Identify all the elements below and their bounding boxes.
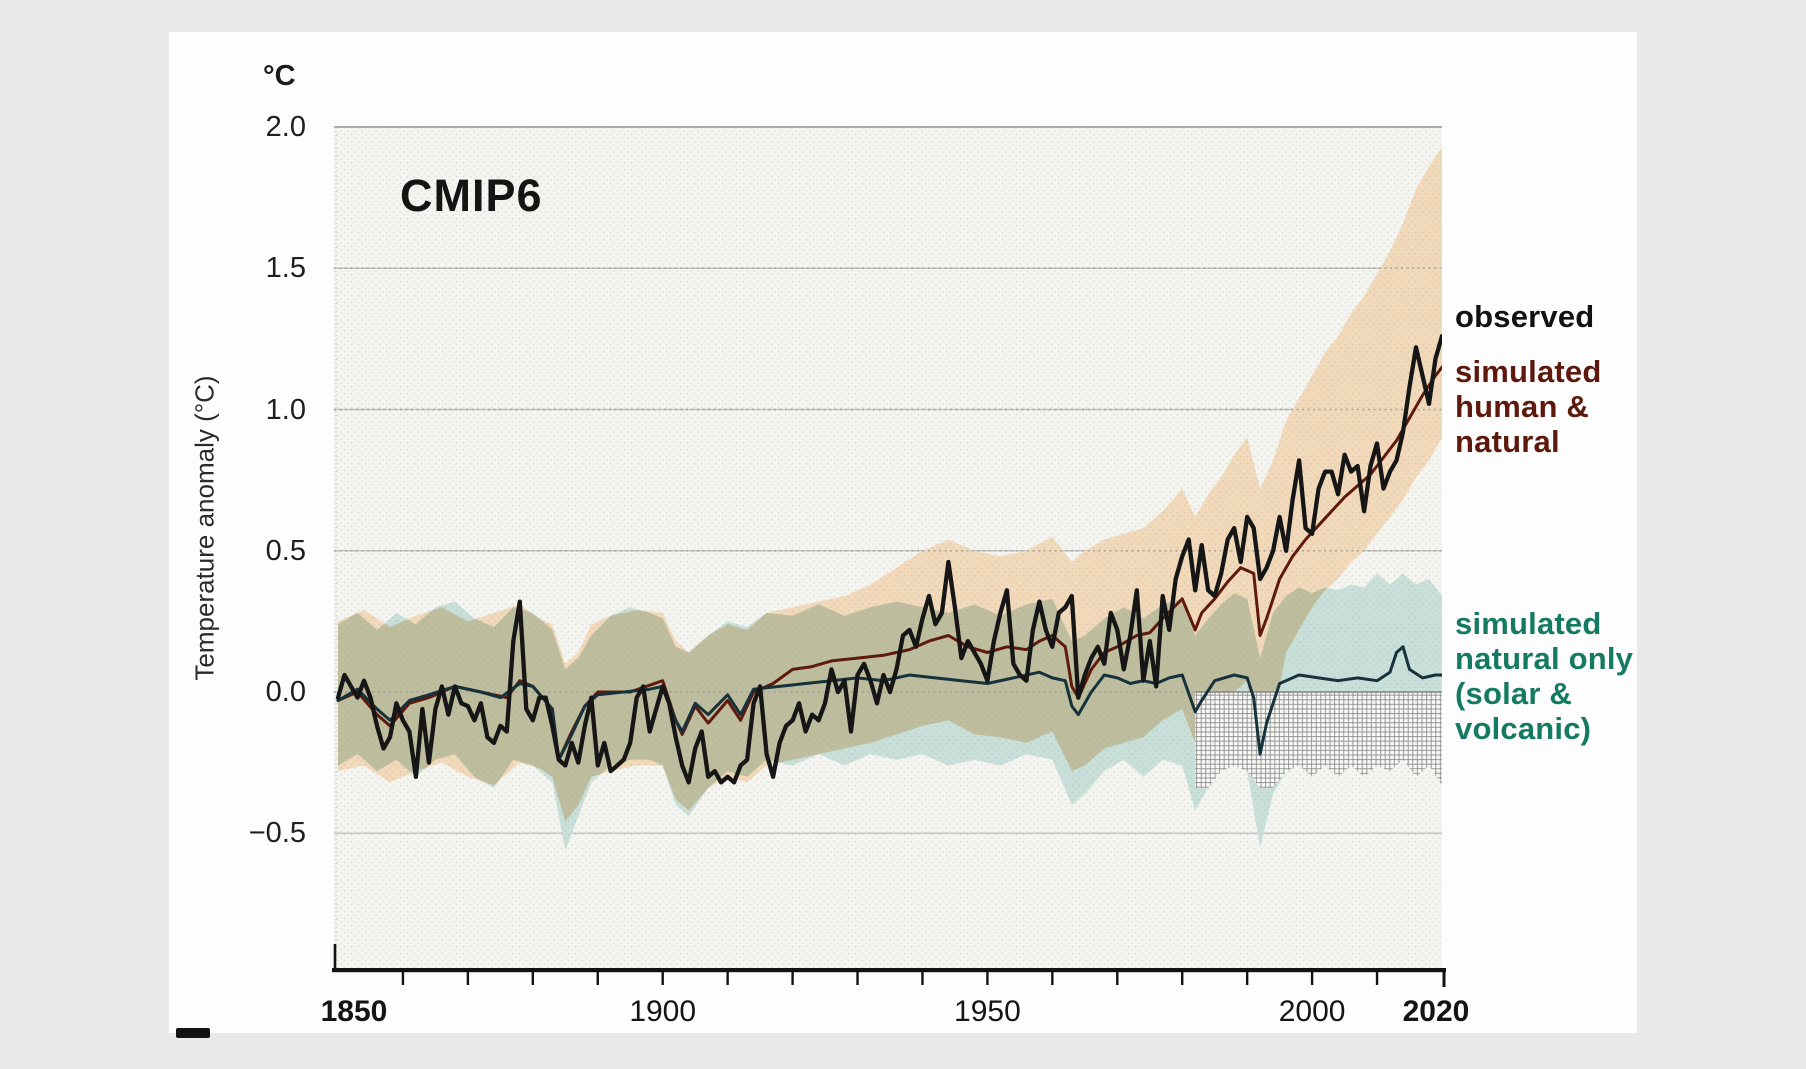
- x-tick-label: 1950: [954, 995, 1021, 1028]
- line-observed: [335, 333, 1442, 785]
- y-tick-label: −0.5: [248, 817, 306, 850]
- y-tick-label: 0.0: [265, 676, 306, 708]
- chart-title: CMIP6: [400, 170, 543, 221]
- cropped-caption-mark: [176, 1028, 210, 1038]
- x-tick-label: 2000: [1278, 995, 1346, 1028]
- y-tick-label: 0.5: [265, 534, 306, 567]
- y-tick-label: 1.5: [265, 252, 306, 285]
- x-tick-label: 2020: [1402, 995, 1470, 1028]
- y-tick-label: 2.0: [265, 111, 306, 143]
- x-tick-label: 1900: [629, 995, 697, 1028]
- plot-dot-texture: [334, 127, 1442, 970]
- x-tick-label: 1850: [320, 995, 388, 1028]
- legend-simulated-human-natural: simulated human & natural: [1455, 354, 1602, 459]
- y-axis-unit-label: °C: [263, 60, 296, 92]
- legend-observed: observed: [1455, 299, 1595, 334]
- legend-simulated-natural-only: simulated natural only (solar & volcanic…: [1455, 606, 1634, 746]
- x-axis-line: [332, 968, 1446, 973]
- y-tick-label: 1.0: [265, 393, 306, 426]
